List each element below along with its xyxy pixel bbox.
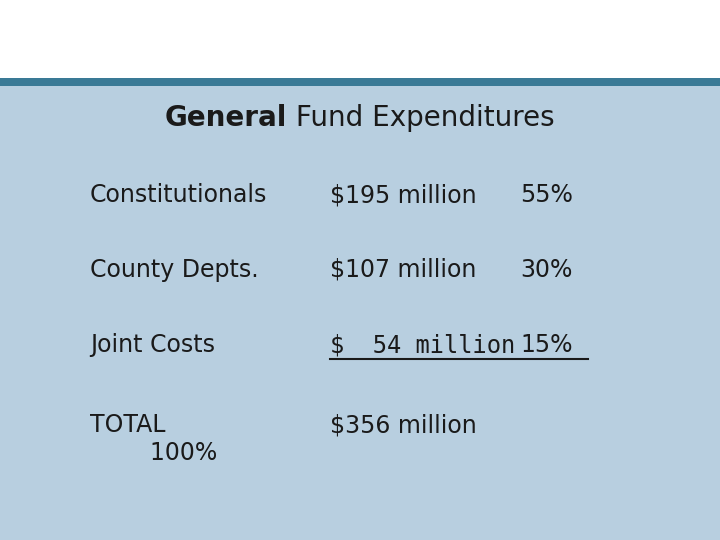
Text: $  54 million: $ 54 million — [330, 333, 516, 357]
Text: Fund Expenditures: Fund Expenditures — [287, 104, 555, 132]
Text: 30%: 30% — [520, 258, 572, 282]
Text: $107 million: $107 million — [330, 258, 477, 282]
Text: General: General — [165, 104, 287, 132]
Text: TOTAL: TOTAL — [90, 413, 166, 437]
Text: 55%: 55% — [520, 183, 573, 207]
Bar — [0, 0, 720, 78]
Text: $356 million: $356 million — [330, 413, 477, 437]
Text: $195 million: $195 million — [330, 183, 477, 207]
Text: County Depts.: County Depts. — [90, 258, 258, 282]
Text: Constitutionals: Constitutionals — [90, 183, 267, 207]
Text: 15%: 15% — [520, 333, 572, 357]
Bar — [0, 78, 720, 86]
Text: Joint Costs: Joint Costs — [90, 333, 215, 357]
Text: 100%: 100% — [90, 441, 217, 465]
